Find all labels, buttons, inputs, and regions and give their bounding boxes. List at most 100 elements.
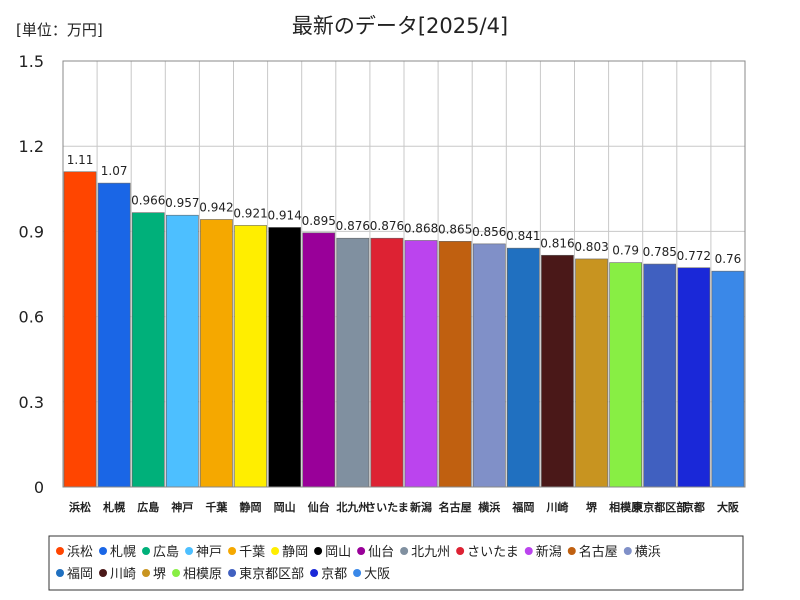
legend-item: 福岡 — [67, 567, 93, 582]
data-label: 0.865 — [438, 222, 472, 236]
data-label: 0.785 — [643, 245, 677, 259]
legend-item: 仙台 — [368, 545, 394, 560]
bar — [609, 262, 642, 488]
legend-item: 広島 — [153, 545, 179, 560]
legend-marker — [623, 547, 632, 555]
bar — [438, 241, 472, 488]
bar — [404, 240, 438, 488]
legend-marker — [56, 569, 64, 577]
legend-marker — [185, 547, 194, 555]
legend-frame — [48, 535, 744, 591]
bar — [268, 227, 302, 488]
y-axis-ticks: 0 0.3 0.6 0.9 1.2 1.5 — [19, 52, 44, 497]
legend-item: 大阪 — [364, 567, 390, 582]
y-tick-label: 0.3 — [19, 393, 44, 412]
x-tick-label: 札幌 — [102, 500, 125, 514]
bar — [643, 263, 677, 488]
x-tick-label: 仙台 — [308, 500, 330, 514]
legend-marker — [99, 569, 108, 577]
legend-marker — [357, 547, 366, 555]
data-labels: 1.111.070.966 0.957 0.942 0.921 0.914 0.895 0.… — [67, 153, 742, 266]
legend-item: 相模原 — [183, 567, 222, 582]
chart-title: 最新のデータ[2025/4] — [292, 14, 508, 38]
data-label: 1.11 — [67, 153, 94, 167]
data-label: 0.895 — [302, 214, 336, 228]
legend-item: 北九州 — [411, 545, 450, 560]
gridlines — [63, 60, 745, 488]
legend-item: 岡山 — [325, 545, 351, 560]
data-label: 0.772 — [677, 249, 711, 263]
data-label: 0.876 — [370, 219, 404, 233]
legend-marker — [524, 547, 533, 555]
data-label: 0.79 — [612, 244, 639, 258]
x-tick-label: 静岡 — [240, 500, 262, 514]
x-tick-label: 名古屋 — [439, 500, 472, 514]
legend-marker — [228, 569, 237, 577]
data-label: 0.921 — [233, 206, 267, 220]
bar — [63, 171, 97, 488]
x-tick-label: 広島 — [137, 500, 159, 514]
legend-item: 静岡 — [282, 545, 308, 560]
legend-item: さいたま — [467, 545, 519, 560]
legend-item: 神戸 — [196, 545, 222, 560]
data-label: 0.803 — [574, 240, 608, 254]
data-label: 0.841 — [506, 229, 540, 243]
x-tick-label: 堺 — [586, 500, 598, 514]
bar — [166, 214, 199, 488]
legend-marker — [172, 569, 181, 577]
bar — [131, 212, 165, 488]
legend-item: 京都 — [321, 567, 347, 582]
legend-marker — [400, 547, 409, 555]
x-tick-label: 相模原 — [609, 500, 642, 514]
data-label: 0.942 — [199, 200, 233, 214]
data-label: 0.914 — [267, 208, 301, 222]
x-tick-label: 神戸 — [171, 500, 193, 514]
legend-item: 堺 — [153, 567, 166, 582]
legend-marker — [56, 547, 64, 555]
y-tick-label: 0.6 — [19, 308, 44, 327]
x-tick-label: 新潟 — [410, 500, 432, 514]
legend-marker — [142, 547, 151, 555]
legend-marker — [310, 569, 319, 577]
x-tick-label: 大阪 — [717, 500, 740, 514]
legend-item: 浜松 — [67, 545, 93, 560]
data-label: 0.966 — [131, 194, 165, 208]
bar — [370, 237, 404, 488]
plot-frame — [62, 60, 746, 488]
legend-item: 新潟 — [536, 544, 562, 560]
x-tick-label: 福岡 — [511, 500, 534, 514]
bar — [234, 225, 267, 488]
legend-marker — [567, 547, 576, 555]
bar — [472, 243, 506, 488]
x-tick-label: さいたま — [365, 501, 409, 514]
unit-label: [単位：万円] — [16, 21, 103, 39]
bar — [677, 267, 711, 488]
y-tick-label: 1.2 — [19, 137, 44, 156]
data-label: 0.76 — [715, 252, 742, 266]
legend-marker — [228, 547, 237, 555]
x-tick-label: 北九州 — [336, 500, 369, 514]
data-label: 0.816 — [540, 236, 574, 250]
x-tick-label: 千葉 — [205, 500, 228, 514]
bar — [302, 232, 336, 488]
legend-item: 千葉 — [239, 545, 265, 560]
legend-marker — [99, 547, 108, 555]
legend-marker — [314, 547, 323, 555]
bar — [97, 182, 131, 488]
data-label: 0.856 — [472, 225, 506, 239]
bar — [336, 237, 370, 488]
y-tick-label: 1.5 — [19, 52, 44, 71]
x-axis-ticks: 浜松 札幌 広島 神戸 千葉 静岡 岡山 仙台 北九州さいたま 新潟 名古屋 横浜 福岡 川崎 堺相模原東京… — [69, 500, 740, 514]
x-tick-label: 浜松 — [69, 500, 91, 514]
x-tick-label: 岡山 — [274, 500, 296, 514]
data-label: 0.957 — [165, 196, 199, 210]
bar — [506, 247, 540, 488]
bar-series — [63, 171, 745, 488]
legend-item: 東京都区部 — [239, 566, 304, 582]
legend-item: 川崎 — [110, 567, 136, 582]
legend-item: 名古屋 — [579, 544, 618, 560]
y-tick-label: 0.9 — [19, 222, 44, 241]
bar — [541, 254, 574, 488]
